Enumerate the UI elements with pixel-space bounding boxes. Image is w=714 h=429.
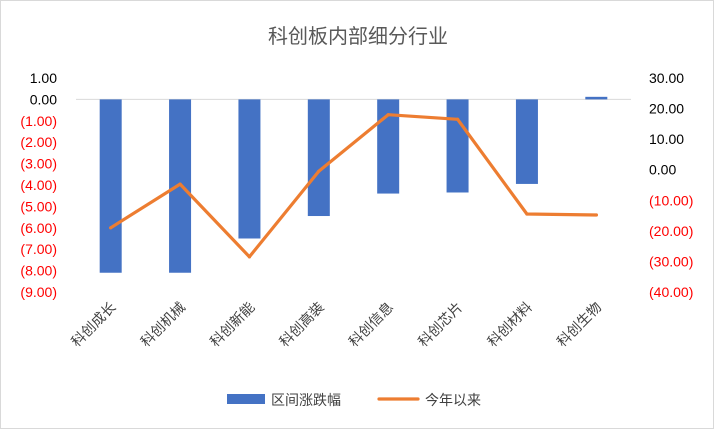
bar-6 <box>446 99 469 193</box>
left-tick-label: (8.00) <box>20 263 57 279</box>
right-tick-label: (10.00) <box>649 192 693 208</box>
left-axis-ticks: 1.00 0.00 (1.00) (2.00) (3.00) (4.00) (5.00) (6… <box>20 70 57 300</box>
category-label: 科创新能 <box>207 300 258 351</box>
category-label: 科创机械 <box>138 300 189 351</box>
right-tick-label: (30.00) <box>649 253 693 269</box>
left-tick-label: 1.00 <box>30 70 57 86</box>
category-label: 科创材料 <box>485 300 536 351</box>
line-point-4 <box>317 169 321 173</box>
category-label: 科创高装 <box>276 299 328 351</box>
category-label: 科创芯片 <box>415 300 466 351</box>
left-tick-label: (4.00) <box>20 177 57 193</box>
right-tick-label: (20.00) <box>649 223 693 239</box>
left-tick-label: (3.00) <box>20 156 57 172</box>
category-label: 科创成长 <box>69 300 120 351</box>
line-point-8 <box>594 213 598 217</box>
category-label: 科创生物 <box>554 300 605 351</box>
line-point-5 <box>386 113 390 117</box>
right-tick-label: 0.00 <box>649 162 676 178</box>
chart-title: 科创板内部细分行业 <box>268 24 448 48</box>
left-tick-label: (1.00) <box>20 113 57 129</box>
line-point-7 <box>525 212 529 216</box>
legend-bar-label: 区间涨跌幅 <box>271 393 341 409</box>
bar-series <box>99 96 608 273</box>
right-tick-label: 20.00 <box>649 101 684 117</box>
left-tick-label: 0.00 <box>30 91 57 107</box>
category-label: 科创信息 <box>345 299 397 351</box>
bar-1 <box>99 99 122 273</box>
left-tick-label: (5.00) <box>20 198 57 214</box>
right-tick-label: 30.00 <box>649 70 684 86</box>
bar-5 <box>377 99 400 194</box>
line-point-2 <box>178 182 182 186</box>
line-point-6 <box>455 117 460 121</box>
legend-bar-swatch <box>227 394 265 404</box>
left-tick-label: (6.00) <box>20 220 57 236</box>
legend-line-label: 今年以来 <box>425 393 481 409</box>
legend: 区间涨跌幅 今年以来 <box>227 393 481 409</box>
line-series <box>109 113 598 259</box>
right-axis-ticks: 30.00 20.00 10.00 0.00 (10.00) (20.00) (30.00)… <box>649 70 693 300</box>
bar-7 <box>515 99 538 184</box>
left-tick-label: (9.00) <box>20 284 57 300</box>
bar-4 <box>307 99 330 217</box>
right-tick-label: 10.00 <box>649 131 684 147</box>
line-path <box>109 113 598 259</box>
bar-3 <box>238 99 261 239</box>
left-tick-label: (7.00) <box>20 241 57 257</box>
bar-8 <box>585 96 608 100</box>
line-point-1 <box>109 226 113 230</box>
category-labels: 科创成长 科创机械 科创新能 科创高装 科创信息 科创芯片 科创材料 科创生物 <box>69 299 606 351</box>
right-tick-label: (40.00) <box>649 284 693 300</box>
left-tick-label: (2.00) <box>20 134 57 150</box>
line-point-3 <box>247 255 252 259</box>
